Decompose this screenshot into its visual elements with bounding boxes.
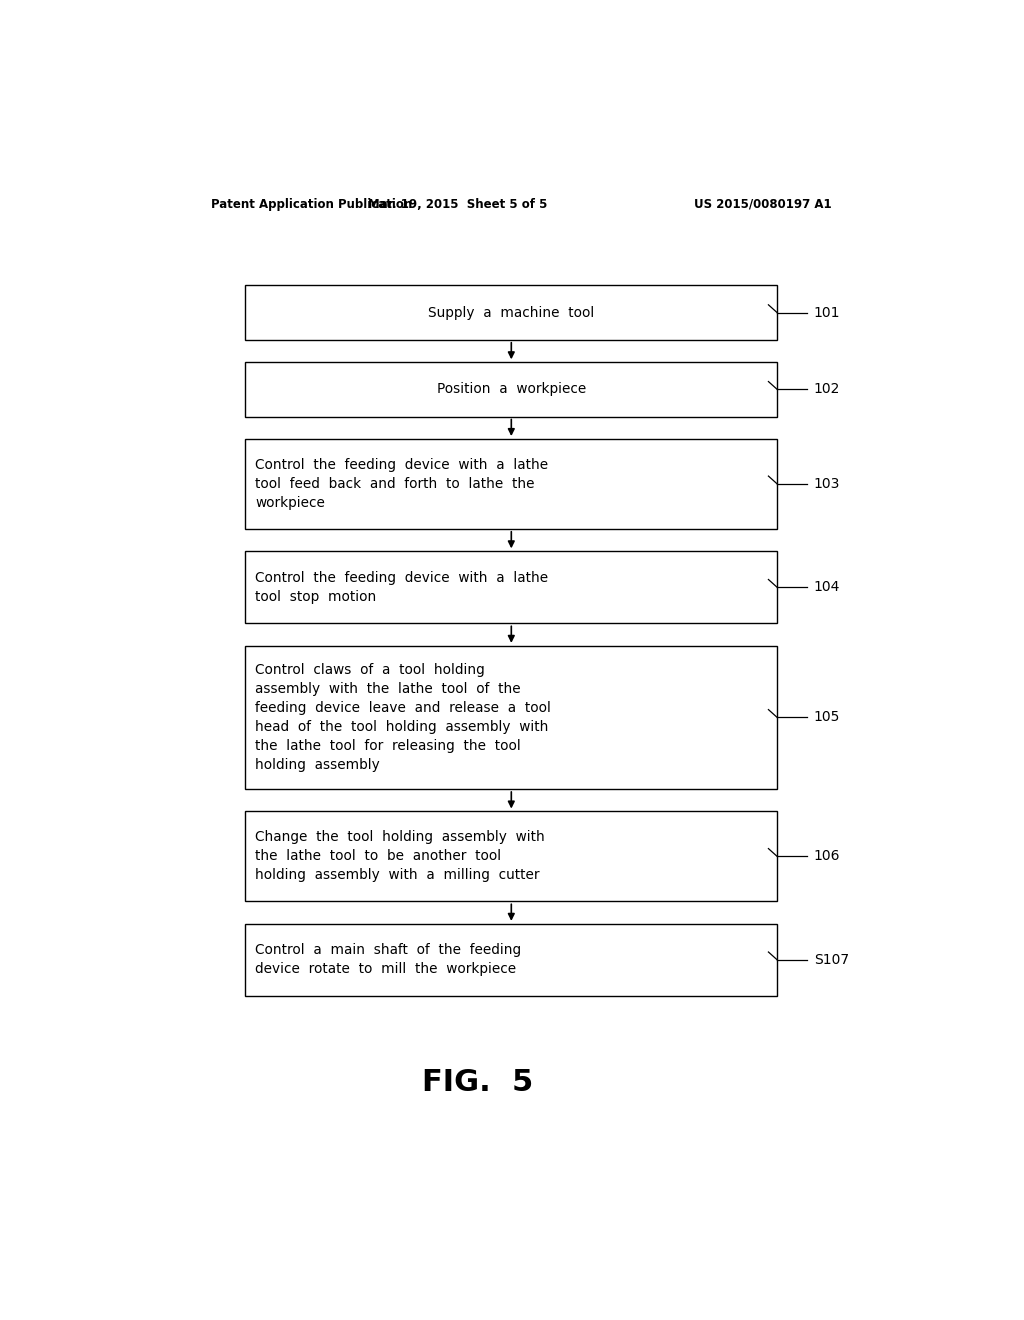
Text: Control  the  feeding  device  with  a  lathe
tool  stop  motion: Control the feeding device with a lathe …: [255, 570, 548, 603]
Text: Mar. 19, 2015  Sheet 5 of 5: Mar. 19, 2015 Sheet 5 of 5: [368, 198, 547, 211]
Text: 105: 105: [814, 710, 840, 725]
FancyBboxPatch shape: [246, 645, 777, 789]
FancyBboxPatch shape: [246, 924, 777, 995]
FancyBboxPatch shape: [246, 812, 777, 902]
FancyBboxPatch shape: [246, 440, 777, 529]
Text: Position  a  workpiece: Position a workpiece: [436, 383, 586, 396]
FancyBboxPatch shape: [246, 552, 777, 623]
Text: 102: 102: [814, 383, 840, 396]
Text: S107: S107: [814, 953, 849, 966]
Text: FIG.  5: FIG. 5: [422, 1068, 532, 1097]
Text: US 2015/0080197 A1: US 2015/0080197 A1: [694, 198, 831, 211]
Text: Change  the  tool  holding  assembly  with
the  lathe  tool  to  be  another  to: Change the tool holding assembly with th…: [255, 830, 545, 882]
Text: Patent Application Publication: Patent Application Publication: [211, 198, 413, 211]
Text: Control  the  feeding  device  with  a  lathe
tool  feed  back  and  forth  to  : Control the feeding device with a lathe …: [255, 458, 548, 510]
FancyBboxPatch shape: [246, 285, 777, 339]
Text: 106: 106: [814, 849, 840, 863]
Text: Supply  a  machine  tool: Supply a machine tool: [428, 306, 595, 319]
Text: 104: 104: [814, 581, 840, 594]
FancyBboxPatch shape: [246, 362, 777, 417]
Text: 103: 103: [814, 477, 840, 491]
Text: Control  a  main  shaft  of  the  feeding
device  rotate  to  mill  the  workpie: Control a main shaft of the feeding devi…: [255, 944, 521, 977]
Text: Control  claws  of  a  tool  holding
assembly  with  the  lathe  tool  of  the
f: Control claws of a tool holding assembly…: [255, 663, 551, 772]
Text: 101: 101: [814, 306, 840, 319]
